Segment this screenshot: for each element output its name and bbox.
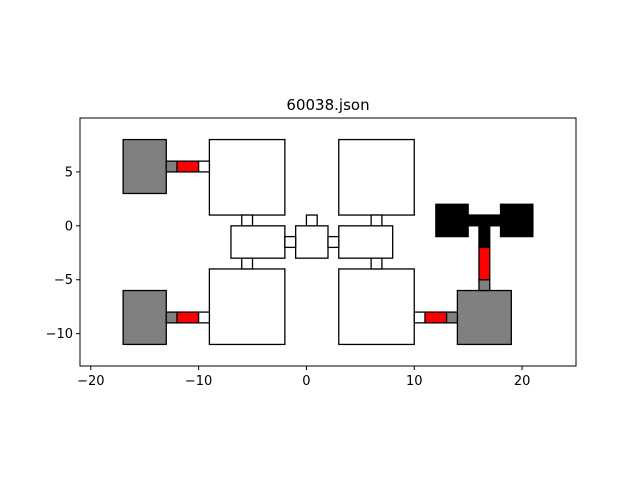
block-room-9: [241, 257, 254, 270]
block-room-1: [338, 138, 415, 216]
block-room-13: [327, 235, 340, 249]
block-gray-block-18: [122, 289, 167, 346]
block-red-connector-16: [176, 160, 200, 173]
block-room-23: [413, 311, 426, 324]
block-room-12: [284, 235, 297, 249]
y-tick-label: −5: [54, 273, 73, 288]
block-black-block-29: [435, 203, 469, 238]
block-gray-block-26: [478, 279, 491, 292]
block-black-block-28: [478, 225, 491, 249]
block-red-connector-24: [424, 311, 448, 324]
block-red-connector-27: [478, 246, 491, 281]
block-gray-block-25: [445, 311, 459, 324]
block-room-3: [338, 268, 415, 346]
block-black-block-30: [499, 203, 534, 238]
x-tick-label: 20: [514, 374, 531, 389]
block-gray-block-22: [456, 289, 512, 346]
block-room-6: [338, 225, 394, 259]
block-gray-block-14: [122, 138, 167, 195]
block-room-11: [305, 214, 318, 227]
block-room-17: [197, 160, 211, 173]
x-tick-label: −20: [77, 374, 104, 389]
block-room-4: [230, 225, 286, 259]
block-gray-block-19: [165, 311, 178, 324]
block-black-block-31: [467, 214, 502, 227]
y-tick-label: −10: [46, 327, 73, 342]
y-tick-label: 0: [65, 219, 73, 234]
x-tick-label: 10: [406, 374, 423, 389]
y-tick-label: 5: [65, 165, 73, 180]
block-room-10: [370, 257, 383, 270]
block-room-5: [294, 225, 329, 259]
plot-frame: [79, 117, 577, 367]
block-room-0: [208, 138, 286, 216]
block-room-21: [197, 311, 211, 324]
block-room-2: [208, 268, 286, 346]
block-room-7: [241, 214, 254, 227]
x-tick-label: −10: [185, 374, 212, 389]
plot-marks: [122, 138, 534, 346]
chart-title: 60038.json: [286, 96, 369, 114]
block-room-8: [370, 214, 383, 227]
x-tick-label: 0: [302, 374, 310, 389]
block-red-connector-20: [176, 311, 200, 324]
block-gray-block-15: [165, 160, 178, 173]
axis-ticks: −20 −10 0 10 20 5 0 −5 −10: [46, 165, 531, 389]
